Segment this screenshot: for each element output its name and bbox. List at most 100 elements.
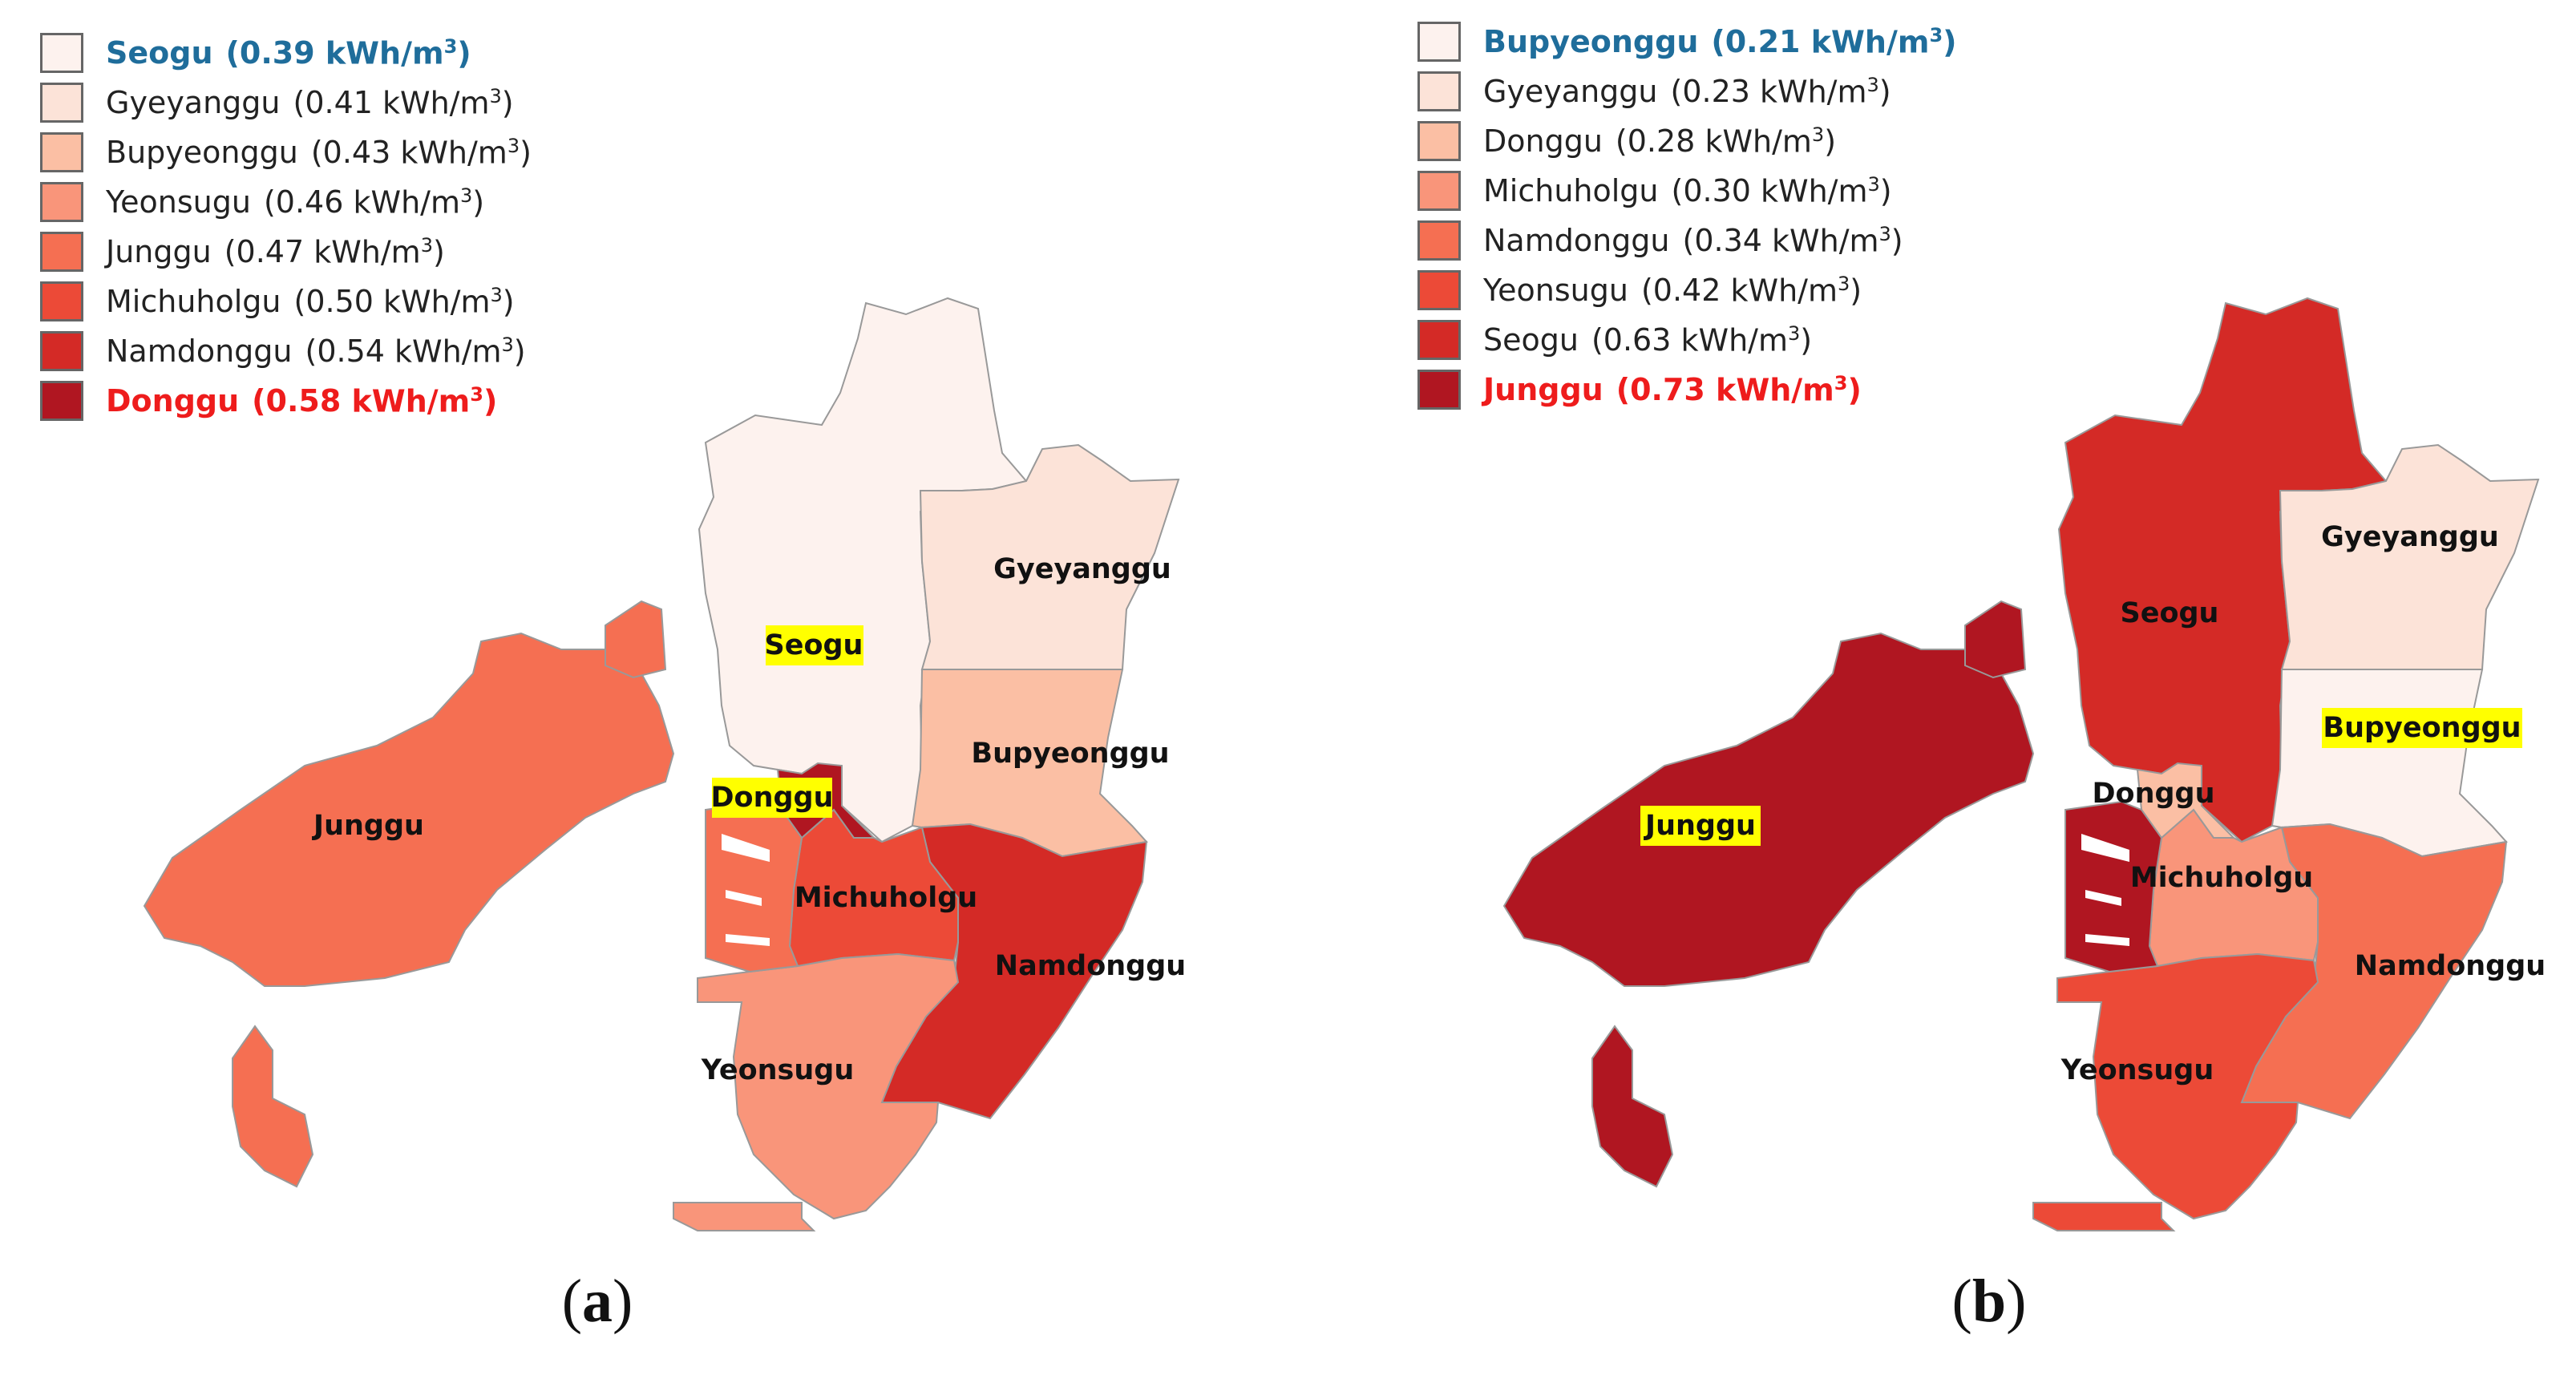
legend-swatch: [1417, 220, 1461, 261]
map-panel-b: Seogu Gyeyanggu Bupyeonggu Junggu Donggu…: [1288, 0, 2575, 1391]
legend-unit-text: kWh/m: [384, 334, 502, 370]
label-yeonsugu: Yeonsugu: [701, 1054, 855, 1086]
legend-label: Namdonggu: [106, 334, 293, 369]
legend-unit: kWh/m3): [1750, 74, 1891, 110]
legend-label: Gyeyanggu: [1483, 74, 1658, 109]
legend-value: (0.63: [1591, 322, 1672, 358]
legend-unit-text: kWh/m: [1749, 74, 1867, 110]
legend-label: Yeonsugu: [106, 184, 251, 220]
legend-unit-close: ): [483, 383, 498, 419]
legend-item: Gyeyanggu (0.23 kWh/m3): [1417, 69, 1891, 114]
legend-unit: kWh/m3): [1671, 322, 1812, 358]
legend-swatch: [40, 281, 83, 321]
harbor-cutout: [722, 834, 770, 946]
legend-unit-text: kWh/m: [343, 184, 460, 220]
legend-unit-superscript: 3: [470, 382, 483, 406]
district-labels-a: Seogu Gyeyanggu Bupyeonggu Junggu Donggu…: [312, 553, 1186, 1086]
legend-unit-superscript: 3: [1834, 371, 1848, 394]
legend-unit-superscript: 3: [1811, 123, 1825, 146]
label-michuholgu: Michuholgu: [795, 882, 977, 914]
district-junggu-islet1: [1964, 600, 2027, 679]
legend-swatch: [1417, 171, 1461, 211]
legend-swatch: [1417, 370, 1461, 410]
legend-item: Donggu (0.58 kWh/m3): [40, 378, 497, 423]
legend-unit-text: kWh/m: [1761, 223, 1879, 259]
legend-unit-text: kWh/m: [1671, 322, 1788, 358]
legend-unit-text: kWh/m: [1721, 273, 1838, 309]
legend-unit-superscript: 3: [1866, 73, 1879, 96]
legend-swatch: [40, 83, 83, 123]
legend-label: Donggu: [106, 383, 240, 419]
legend-label: Bupyeonggu: [1483, 24, 1699, 59]
legend-unit-text: kWh/m: [1750, 173, 1868, 209]
label-seogu: Seogu: [765, 629, 863, 661]
legend-label: Junggu: [106, 234, 212, 269]
legend-value: (0.73: [1616, 372, 1705, 407]
legend-value: (0.54: [305, 334, 385, 369]
legend-value: (0.50: [293, 284, 374, 319]
legend-unit-text: kWh/m: [390, 135, 508, 171]
legend-unit: kWh/m3): [304, 234, 445, 270]
legend-unit-close: ): [1824, 123, 1837, 160]
label-bg-junggu: [1640, 806, 1761, 846]
legend-label: Michuholgu: [106, 284, 281, 319]
legend-swatch: [40, 331, 83, 371]
legend-unit-superscript: 3: [459, 184, 473, 207]
choropleth-map-a: Seogu Gyeyanggu Bupyeonggu Junggu Donggu…: [143, 297, 1186, 1231]
legend-value: (0.41: [293, 85, 373, 120]
legend-label: Seogu: [1483, 322, 1579, 358]
legend-label: Seogu: [106, 35, 213, 71]
district-yeonsugu-strip: [2032, 1202, 2176, 1231]
legend-unit-close: ): [432, 234, 445, 270]
legend-unit-superscript: 3: [507, 134, 520, 157]
legend-swatch: [1417, 270, 1461, 310]
legend-swatch: [40, 33, 83, 73]
legend-unit: kWh/m3): [1801, 24, 1957, 60]
legend-value: (0.46: [263, 184, 344, 220]
legend-unit-text: kWh/m: [341, 383, 471, 419]
legend-item: Michuholgu (0.30 kWh/m3): [1417, 168, 1892, 213]
label-bg-bupyeonggu: [2322, 708, 2522, 748]
label-donggu: Donggu: [2092, 778, 2214, 810]
legend-unit: kWh/m3): [390, 135, 532, 171]
label-yeonsugu: Yeonsugu: [2060, 1054, 2214, 1086]
legend-unit-close: ): [472, 184, 485, 220]
legend-unit-text: kWh/m: [304, 234, 421, 270]
legend-unit-superscript: 3: [490, 283, 503, 306]
legend-unit: kWh/m3): [385, 334, 526, 370]
legend-swatch: [1417, 121, 1461, 161]
legend-unit-close: ): [1943, 24, 1957, 60]
caption-a: (a): [561, 1268, 633, 1335]
legend-unit-close: ): [1800, 322, 1813, 358]
label-junggu: Junggu: [312, 810, 424, 842]
legend-swatch: [1417, 22, 1461, 62]
legend-unit-text: kWh/m: [314, 35, 444, 71]
legend-unit: kWh/m3): [1762, 223, 1903, 259]
label-junggu: Junggu: [1644, 810, 1756, 842]
legend-unit-text: kWh/m: [1705, 372, 1834, 408]
legend-unit-close: ): [502, 284, 515, 320]
choropleth-map-b: Seogu Gyeyanggu Bupyeonggu Junggu Donggu…: [1502, 297, 2546, 1231]
legend-unit-close: ): [457, 35, 471, 71]
label-bupyeonggu: Bupyeonggu: [971, 738, 1169, 770]
legend-item: Bupyeonggu (0.43 kWh/m3): [40, 130, 532, 175]
legend-value: (0.21: [1711, 24, 1801, 59]
legend-unit: kWh/m3): [373, 85, 514, 121]
legend-swatch: [40, 232, 83, 272]
district-gyeyanggu: [919, 443, 1180, 670]
legend-unit-text: kWh/m: [1800, 24, 1930, 60]
legend-value: (0.42: [1640, 273, 1721, 308]
district-yeonsugu: [2056, 952, 2319, 1220]
legend-unit: kWh/m3): [1751, 173, 1892, 209]
legend-unit-superscript: 3: [1787, 321, 1801, 345]
legend-unit-text: kWh/m: [1695, 123, 1812, 160]
label-gyeyanggu: Gyeyanggu: [993, 553, 1171, 585]
label-namdonggu: Namdonggu: [2355, 950, 2546, 982]
label-donggu: Donggu: [710, 782, 833, 814]
map-panel-a: Seogu Gyeyanggu Bupyeonggu Junggu Donggu…: [40, 33, 1186, 1335]
legend-label: Gyeyanggu: [106, 85, 281, 120]
legend-swatch: [1417, 71, 1461, 111]
legend-unit-close: ): [520, 135, 532, 171]
legend-value: (0.28: [1615, 123, 1696, 159]
legend-item: Namdonggu (0.54 kWh/m3): [40, 329, 526, 374]
